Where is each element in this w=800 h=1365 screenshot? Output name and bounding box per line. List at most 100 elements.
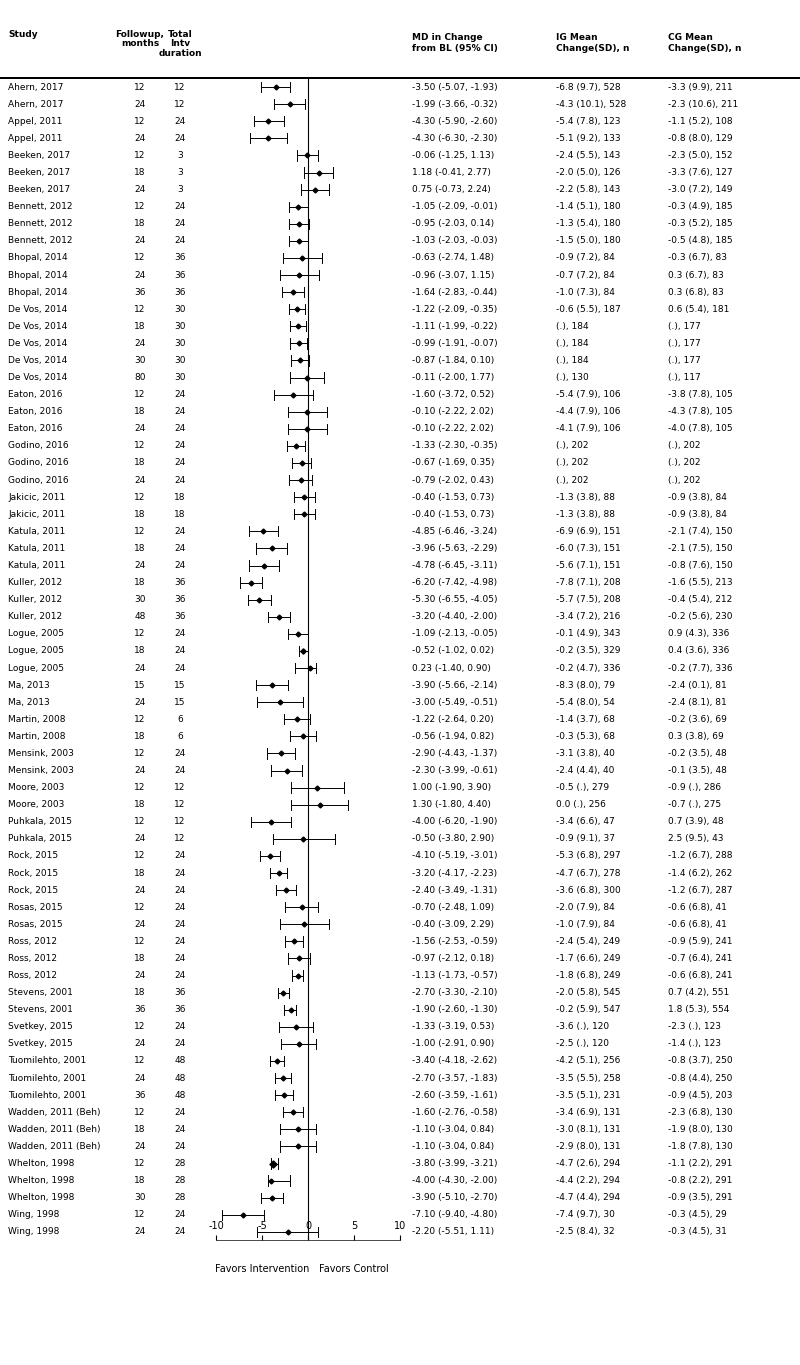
Text: Ahern, 2017: Ahern, 2017 [8,100,63,109]
Text: -1.8 (7.8), 130: -1.8 (7.8), 130 [668,1143,733,1151]
Text: -1.33 (-3.19, 0.53): -1.33 (-3.19, 0.53) [412,1022,494,1032]
Text: -2.0 (5.0), 126: -2.0 (5.0), 126 [556,168,621,177]
Text: -0.1 (3.5), 48: -0.1 (3.5), 48 [668,766,727,775]
Text: Eaton, 2016: Eaton, 2016 [8,390,62,399]
Text: 12: 12 [134,441,146,450]
Text: 24: 24 [174,936,186,946]
Text: 36: 36 [174,579,186,587]
Text: 24: 24 [134,100,146,109]
Text: 36: 36 [174,613,186,621]
Text: Jakicic, 2011: Jakicic, 2011 [8,509,65,519]
Text: 30: 30 [174,304,186,314]
Text: Whelton, 1998: Whelton, 1998 [8,1193,74,1203]
Text: -4.3 (10.1), 528: -4.3 (10.1), 528 [556,100,626,109]
Text: -0.3 (4.5), 29: -0.3 (4.5), 29 [668,1211,726,1219]
Text: 18: 18 [134,407,146,416]
Text: Ma, 2013: Ma, 2013 [8,698,50,707]
Text: 24: 24 [174,220,186,228]
Text: 30: 30 [174,373,186,382]
Text: -0.7 (7.2), 84: -0.7 (7.2), 84 [556,270,614,280]
Text: 0.7 (4.2), 551: 0.7 (4.2), 551 [668,988,730,998]
Text: Tuomilehto, 2001: Tuomilehto, 2001 [8,1091,86,1100]
Text: -0.2 (4.7), 336: -0.2 (4.7), 336 [556,663,621,673]
Text: 0.3 (3.8), 69: 0.3 (3.8), 69 [668,732,724,741]
Text: Bhopal, 2014: Bhopal, 2014 [8,288,68,296]
Text: 18: 18 [134,732,146,741]
Text: 1.30 (-1.80, 4.40): 1.30 (-1.80, 4.40) [412,800,491,809]
Text: -1.4 (3.7), 68: -1.4 (3.7), 68 [556,715,615,723]
Text: -1.0 (7.9), 84: -1.0 (7.9), 84 [556,920,615,928]
Text: -0.6 (5.5), 187: -0.6 (5.5), 187 [556,304,621,314]
Text: 24: 24 [134,339,146,348]
Text: 48: 48 [174,1091,186,1100]
Text: -4.7 (4.4), 294: -4.7 (4.4), 294 [556,1193,620,1203]
Text: Study: Study [8,30,38,40]
Text: 24: 24 [174,1143,186,1151]
Text: (.), 130: (.), 130 [556,373,589,382]
Text: -0.96 (-3.07, 1.15): -0.96 (-3.07, 1.15) [412,270,494,280]
Text: Beeken, 2017: Beeken, 2017 [8,168,70,177]
Text: -6.8 (9.7), 528: -6.8 (9.7), 528 [556,83,621,91]
Text: Change(SD), n: Change(SD), n [668,44,742,53]
Text: -4.1 (7.9), 106: -4.1 (7.9), 106 [556,425,621,433]
Text: Bennett, 2012: Bennett, 2012 [8,202,73,212]
Text: -7.4 (9.7), 30: -7.4 (9.7), 30 [556,1211,615,1219]
Text: 12: 12 [174,834,186,844]
Text: -6.20 (-7.42, -4.98): -6.20 (-7.42, -4.98) [412,579,497,587]
Text: -0.2 (7.7), 336: -0.2 (7.7), 336 [668,663,733,673]
Text: CG Mean: CG Mean [668,34,713,42]
Text: Followup,: Followup, [115,30,165,40]
Text: 24: 24 [174,1211,186,1219]
Text: -3.96 (-5.63, -2.29): -3.96 (-5.63, -2.29) [412,543,498,553]
Text: 12: 12 [134,852,146,860]
Text: 36: 36 [174,595,186,605]
Text: 0.23 (-1.40, 0.90): 0.23 (-1.40, 0.90) [412,663,491,673]
Text: 30: 30 [134,356,146,364]
Text: Ross, 2012: Ross, 2012 [8,971,57,980]
Text: 30: 30 [174,356,186,364]
Text: 12: 12 [174,83,186,91]
Text: -2.0 (7.9), 84: -2.0 (7.9), 84 [556,902,614,912]
Text: -1.1 (5.2), 108: -1.1 (5.2), 108 [668,117,733,126]
Text: 24: 24 [174,971,186,980]
Text: 24: 24 [134,920,146,928]
Text: 18: 18 [134,543,146,553]
Text: 12: 12 [134,304,146,314]
Text: (.), 177: (.), 177 [668,339,701,348]
Text: -0.4 (5.4), 212: -0.4 (5.4), 212 [668,595,732,605]
Text: 24: 24 [134,236,146,246]
Text: 0.75 (-0.73, 2.24): 0.75 (-0.73, 2.24) [412,186,490,194]
Text: 3: 3 [177,152,183,160]
Text: -2.20 (-5.51, 1.11): -2.20 (-5.51, 1.11) [412,1227,494,1237]
Text: Beeken, 2017: Beeken, 2017 [8,186,70,194]
Text: -3.80 (-3.99, -3.21): -3.80 (-3.99, -3.21) [412,1159,498,1168]
Text: 18: 18 [134,459,146,467]
Text: (.), 184: (.), 184 [556,339,589,348]
Text: -3.0 (7.2), 149: -3.0 (7.2), 149 [668,186,733,194]
Text: -3.6 (.), 120: -3.6 (.), 120 [556,1022,609,1032]
Text: (.), 184: (.), 184 [556,356,589,364]
Text: -0.9 (4.5), 203: -0.9 (4.5), 203 [668,1091,733,1100]
Text: 28: 28 [174,1193,186,1203]
Text: -0.9 (9.1), 37: -0.9 (9.1), 37 [556,834,615,844]
Text: Wadden, 2011 (Beh): Wadden, 2011 (Beh) [8,1108,101,1117]
Text: -2.3 (.), 123: -2.3 (.), 123 [668,1022,721,1032]
Text: Bennett, 2012: Bennett, 2012 [8,236,73,246]
Text: 24: 24 [174,236,186,246]
Text: -1.7 (6.6), 249: -1.7 (6.6), 249 [556,954,621,962]
Text: -1.9 (8.0), 130: -1.9 (8.0), 130 [668,1125,733,1134]
Text: -3.5 (5.1), 231: -3.5 (5.1), 231 [556,1091,621,1100]
Text: De Vos, 2014: De Vos, 2014 [8,339,67,348]
Text: Puhkala, 2015: Puhkala, 2015 [8,834,72,844]
Text: 0.9 (4.3), 336: 0.9 (4.3), 336 [668,629,730,639]
Text: 12: 12 [134,1211,146,1219]
Text: 24: 24 [174,852,186,860]
Text: 24: 24 [174,475,186,485]
Text: -2.1 (7.5), 150: -2.1 (7.5), 150 [668,543,733,553]
Text: 0.6 (5.4), 181: 0.6 (5.4), 181 [668,304,730,314]
Text: -2.30 (-3.99, -0.61): -2.30 (-3.99, -0.61) [412,766,498,775]
Text: Favors Intervention: Favors Intervention [215,1264,309,1275]
Text: from BL (95% CI): from BL (95% CI) [412,44,498,53]
Text: -7.10 (-9.40, -4.80): -7.10 (-9.40, -4.80) [412,1211,498,1219]
Text: -1.64 (-2.83, -0.44): -1.64 (-2.83, -0.44) [412,288,497,296]
